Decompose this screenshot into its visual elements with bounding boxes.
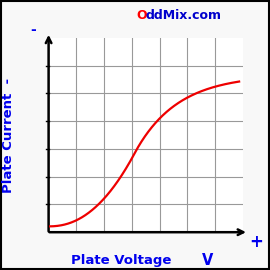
Text: -: -: [30, 23, 36, 37]
Text: ddMix.com: ddMix.com: [146, 9, 222, 22]
Text: Plate Current  -: Plate Current -: [2, 77, 15, 193]
Text: O: O: [136, 9, 147, 22]
Text: +: +: [250, 233, 264, 251]
Text: V: V: [202, 253, 214, 268]
Text: Plate Voltage: Plate Voltage: [71, 254, 172, 267]
